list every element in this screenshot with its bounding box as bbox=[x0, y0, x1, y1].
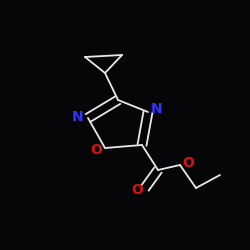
Text: O: O bbox=[90, 143, 102, 157]
Text: N: N bbox=[72, 110, 83, 124]
Text: N: N bbox=[151, 102, 162, 116]
Text: O: O bbox=[182, 156, 194, 170]
Text: O: O bbox=[131, 183, 143, 197]
